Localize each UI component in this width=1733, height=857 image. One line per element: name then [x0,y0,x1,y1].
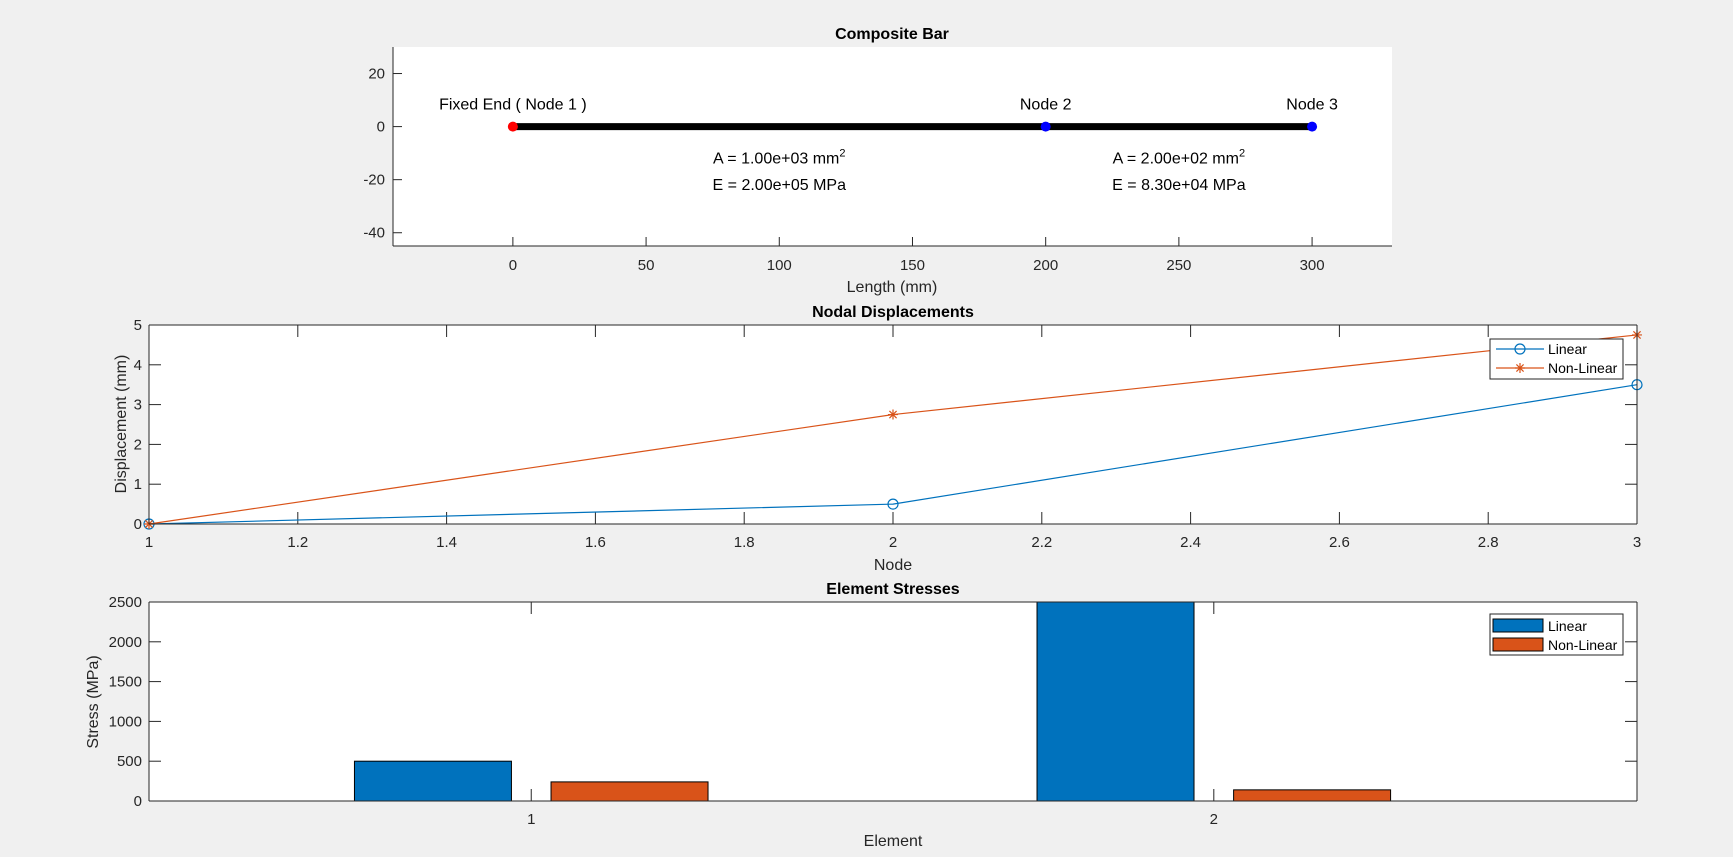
x-tick-label: 1 [145,534,153,551]
x-tick-label: 50 [638,257,655,274]
y-tick-label: -40 [363,225,385,242]
section-annotation-4: E = 8.30e+04 MPa [1112,177,1246,194]
nodal-displacements-plot: Nodal Displacements Node Displacement (m… [113,304,1643,574]
y-tick-label: 3 [134,397,142,414]
y-tick-label: 0 [134,793,142,810]
displacements-legend-box [1489,338,1624,380]
linear-bar-element-2 [1036,601,1195,802]
stresses-title: Element Stresses [826,581,960,598]
x-tick-label: 150 [900,257,925,274]
composite-bar-title: Composite Bar [835,26,949,43]
non-linear-bar-element-1 [550,781,709,802]
y-tick-label: -20 [363,172,385,189]
displacements-title: Nodal Displacements [812,304,974,321]
y-tick-label: 2000 [109,634,142,651]
composite-bar-xlabel: Length (mm) [847,279,938,296]
x-tick-label: 3 [1633,534,1641,551]
section-annotation-2: E = 2.00e+05 MPa [713,177,847,194]
displacements-ylabel: Displacement (mm) [113,355,130,494]
y-tick-label: 1000 [109,713,142,730]
non-linear-point [888,409,898,420]
y-tick-label: 5 [134,317,142,334]
node-marker-3 [1307,121,1318,132]
x-tick-label: 1.6 [585,534,606,551]
stresses-xlabel: Element [864,833,923,850]
node-label-1: Fixed End ( Node 1 ) [439,97,587,114]
composite-bar-axes-area [393,47,1392,246]
section-annotation-1: A = 1.00e+03 mm2 [713,147,845,167]
x-tick-label: 2.6 [1329,534,1350,551]
x-tick-label: 0 [509,257,517,274]
x-tick-label: 2.8 [1478,534,1499,551]
section-annotation-3: A = 2.00e+02 mm2 [1113,147,1245,167]
legend-linear-marker [1514,343,1526,355]
x-tick-label: 1.4 [436,534,457,551]
y-tick-label: 1500 [109,674,142,691]
legend-nonlinear-marker [1515,363,1525,373]
y-tick-label: 500 [117,753,142,770]
stresses-legend: Linear Non-Linear [1489,613,1624,656]
x-tick-label: 1.2 [287,534,308,551]
x-tick-label: 2.2 [1031,534,1052,551]
y-tick-label: 1 [134,476,142,493]
displacements-axes-area [149,325,1637,524]
linear-point [887,498,899,510]
x-tick-label: 2.4 [1180,534,1201,551]
x-tick-label: 1.8 [734,534,755,551]
legend-linear-label: Linear [1548,341,1587,357]
y-tick-label: 2 [134,436,142,453]
element-stresses-plot: Element Stresses Element Stress (MPa) 0 5… [85,581,1638,850]
node-marker-1 [507,121,518,132]
displacements-xlabel: Node [874,557,912,574]
legend-nonlinear-label: Non-Linear [1548,360,1618,376]
legend-linear-label: Linear [1548,618,1587,634]
y-tick-label: 20 [368,66,385,83]
y-tick-label: 0 [377,119,385,136]
node-label-3: Node 3 [1286,97,1338,114]
node-marker-2 [1040,121,1051,132]
linear-series-line [148,384,1638,525]
x-tick-label: 250 [1166,257,1191,274]
x-tick-label: 100 [767,257,792,274]
non-linear-bar-element-2 [1233,789,1392,802]
legend-linear-swatch [1492,618,1544,633]
displacements-legend: Linear Non-Linear [1489,338,1624,380]
linear-bar-element-1 [353,760,512,802]
legend-nonlinear-swatch [1492,637,1544,652]
stresses-ylabel: Stress (MPa) [85,655,102,748]
y-tick-label: 4 [134,357,142,374]
y-tick-label: 2500 [109,594,142,611]
node-label-2: Node 2 [1020,97,1072,114]
composite-bar-plot: Composite Bar Length (mm) 0 50 100 150 200 25… [363,26,1392,296]
x-tick-label: 1 [527,811,535,828]
legend-nonlinear-label: Non-Linear [1548,637,1618,653]
x-tick-label: 2 [1210,811,1218,828]
y-tick-label: 0 [134,516,142,533]
x-tick-label: 300 [1300,257,1325,274]
x-tick-label: 200 [1033,257,1058,274]
x-tick-label: 2 [889,534,897,551]
